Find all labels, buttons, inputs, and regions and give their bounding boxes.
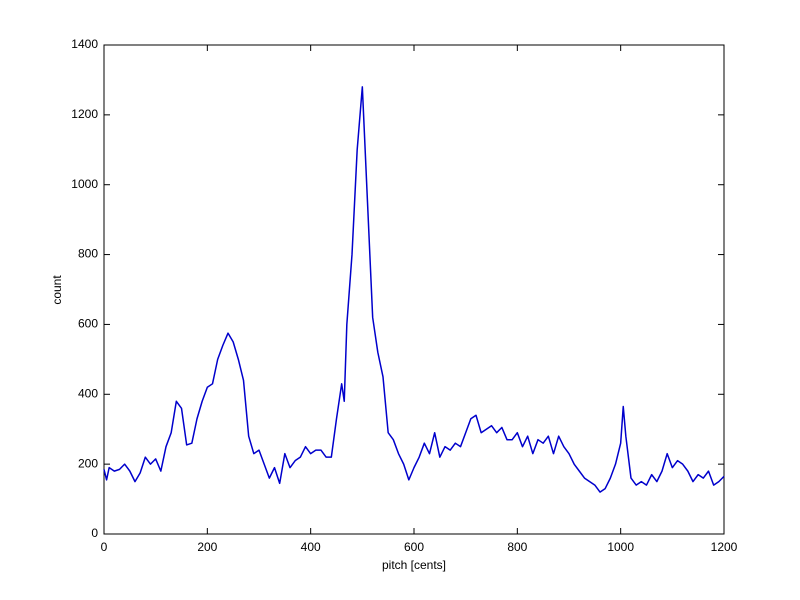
y-tick-label: 800 — [78, 247, 98, 261]
y-tick-label: 200 — [78, 456, 98, 470]
x-tick-label: 1000 — [607, 540, 634, 554]
plot-area — [103, 44, 725, 535]
y-tick-label: 1400 — [71, 37, 98, 51]
x-tick-label: 200 — [197, 540, 217, 554]
y-tick-label: 1000 — [71, 177, 98, 191]
x-tick-label: 400 — [301, 540, 321, 554]
y-axis-label: count — [50, 275, 64, 305]
y-tick-label: 400 — [78, 386, 98, 400]
data-line — [103, 86, 725, 493]
x-tick-label: 1200 — [711, 540, 738, 554]
x-tick-label: 0 — [101, 540, 108, 554]
y-tick-label: 0 — [91, 526, 98, 540]
x-tick-label: 600 — [404, 540, 424, 554]
y-tick-label: 1200 — [71, 107, 98, 121]
x-axis-label: pitch [cents] — [382, 558, 446, 572]
x-tick-label: 800 — [507, 540, 527, 554]
y-tick-label: 600 — [78, 317, 98, 331]
